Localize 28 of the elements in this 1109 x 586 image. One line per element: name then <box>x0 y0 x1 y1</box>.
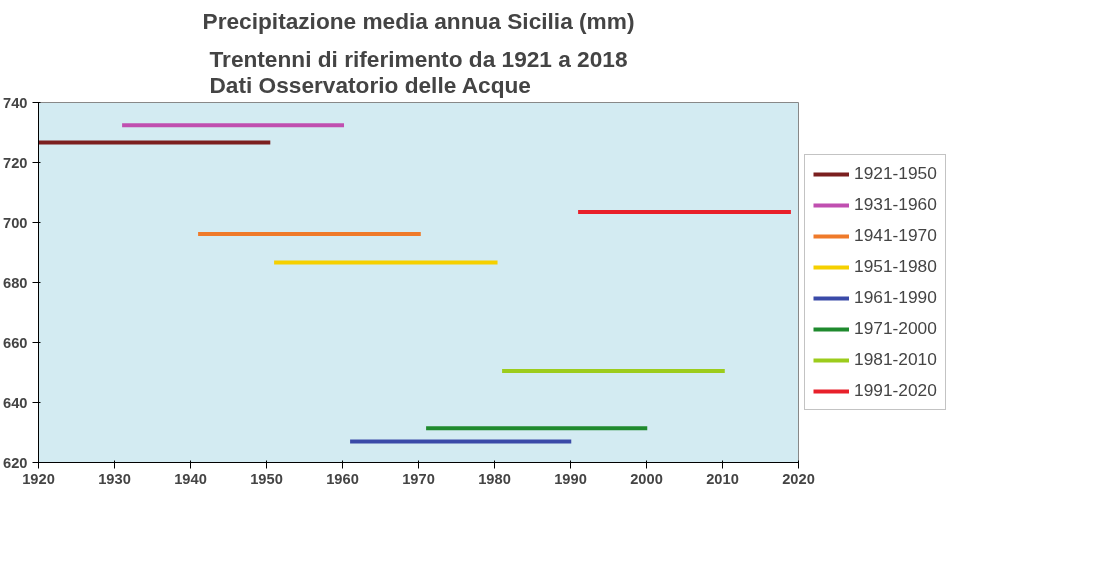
x-tick-label: 2000 <box>630 470 663 487</box>
x-tick-label: 1930 <box>98 470 131 487</box>
y-tick-label: 620 <box>3 454 28 471</box>
legend-label: 1991-2020 <box>854 380 937 401</box>
legend-label: 1981-2010 <box>854 349 937 370</box>
legend-label: 1931-1960 <box>854 194 937 215</box>
x-tick-label: 1970 <box>402 470 435 487</box>
y-tick-label: 700 <box>3 214 28 231</box>
x-tick-label: 1940 <box>174 470 207 487</box>
x-tick-label: 2020 <box>782 470 815 487</box>
y-tick-label: 740 <box>3 94 28 111</box>
y-tick-label: 660 <box>3 334 28 351</box>
x-tick-label: 1920 <box>22 470 55 487</box>
y-tick-label: 640 <box>3 394 28 411</box>
legend-label: 1921-1950 <box>854 163 937 184</box>
y-tick-label: 680 <box>3 274 28 291</box>
x-tick-label: 1960 <box>326 470 359 487</box>
chart-subtitle: Trentenni di riferimento da 1921 a 2018 Dati Osservatorio delle Acque <box>209 45 628 98</box>
x-tick-label: 1980 <box>478 470 511 487</box>
legend-label: 1961-1990 <box>854 287 937 308</box>
x-tick-label: 1990 <box>554 470 587 487</box>
legend-label: 1971-2000 <box>854 318 937 339</box>
chart-title: Precipitazione media annua Sicilia (mm) <box>202 7 635 34</box>
legend-label: 1941-1970 <box>854 225 937 246</box>
x-tick-label: 1950 <box>250 470 283 487</box>
x-tick-label: 2010 <box>706 470 739 487</box>
y-tick-label: 720 <box>3 154 28 171</box>
legend-label: 1951-1980 <box>854 256 937 277</box>
